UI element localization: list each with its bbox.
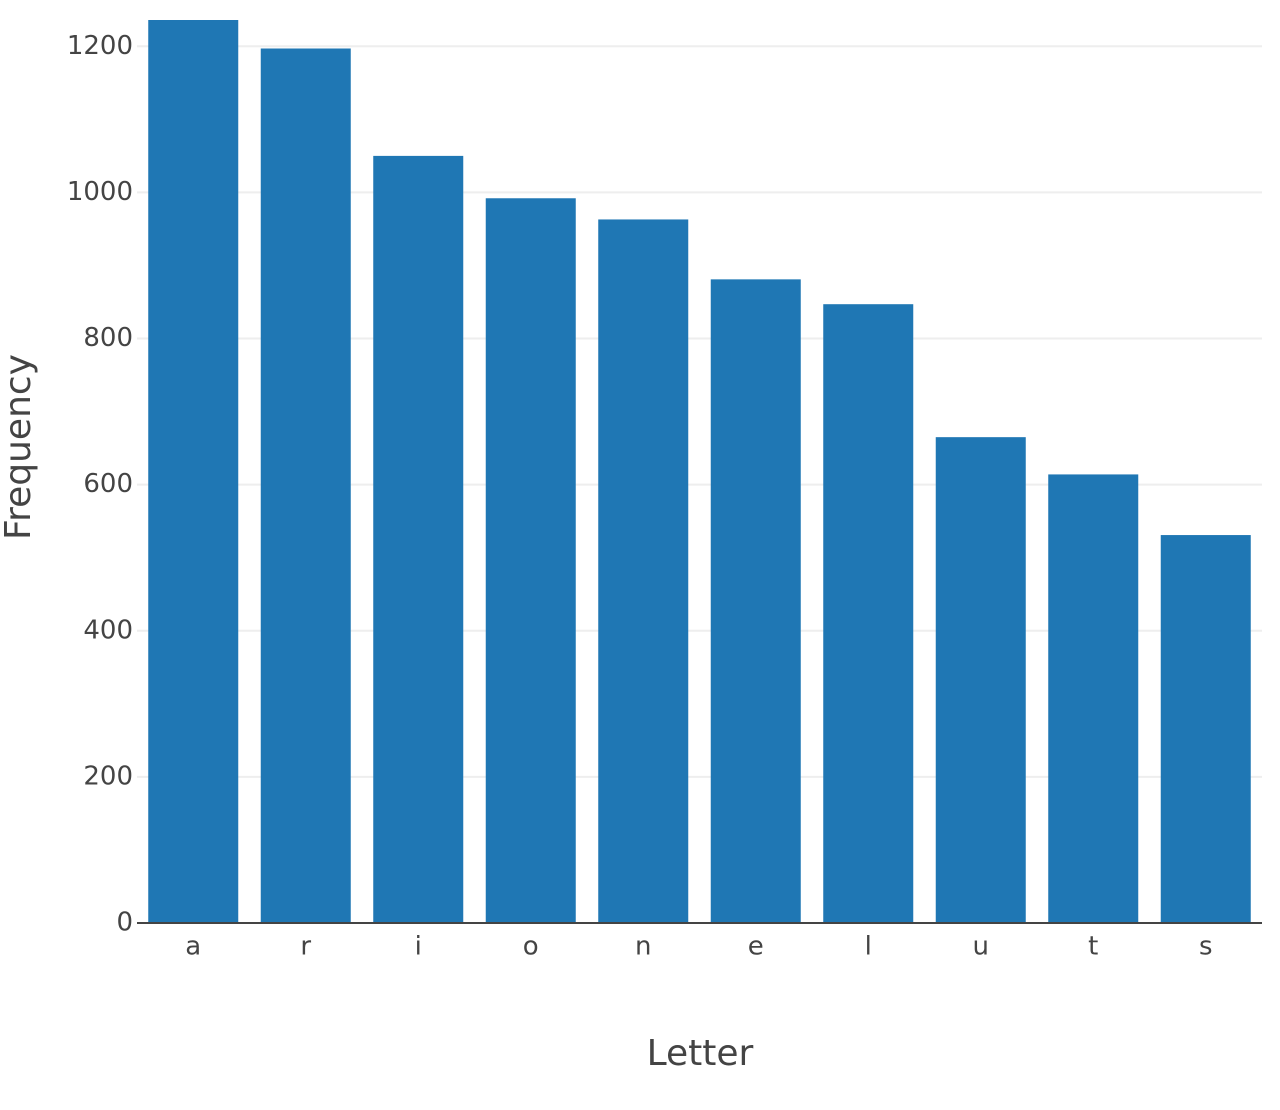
bar <box>1048 474 1139 923</box>
bar <box>935 437 1026 923</box>
x-tick-label: l <box>865 932 872 962</box>
x-tick-label: i <box>415 932 422 962</box>
x-tick-label: a <box>185 932 201 962</box>
bar <box>485 198 576 923</box>
bar <box>823 304 914 923</box>
x-tick-label: t <box>1088 932 1098 962</box>
y-tick-label: 600 <box>83 469 133 499</box>
x-tick-label: o <box>523 932 539 962</box>
y-tick-label: 0 <box>116 908 133 938</box>
y-tick-label: 800 <box>83 323 133 353</box>
bar <box>598 219 689 923</box>
x-tick-label: u <box>973 932 989 962</box>
x-axis-title: Letter <box>647 1033 754 1074</box>
bar <box>1160 535 1251 923</box>
y-tick-label: 1200 <box>67 31 133 61</box>
y-tick-label: 200 <box>83 761 133 791</box>
x-tick-label: n <box>635 932 651 962</box>
bar <box>710 279 801 923</box>
bar <box>373 155 464 923</box>
bar <box>260 48 351 923</box>
y-axis-title: Frequency <box>0 354 39 540</box>
y-tick-label: 400 <box>83 615 133 645</box>
x-tick-label: r <box>300 932 311 962</box>
y-tick-label: 1000 <box>67 177 133 207</box>
x-tick-label: e <box>748 932 764 962</box>
bar <box>148 20 239 923</box>
x-tick-label: s <box>1199 932 1213 962</box>
